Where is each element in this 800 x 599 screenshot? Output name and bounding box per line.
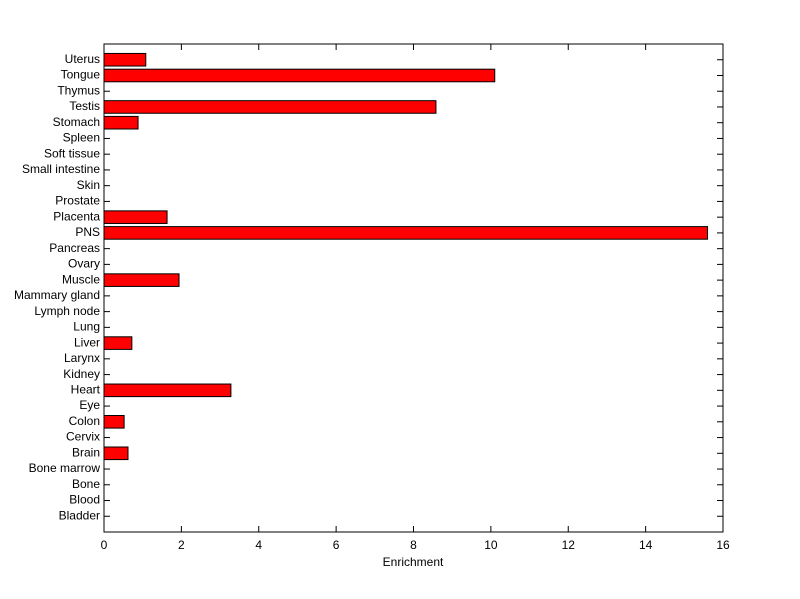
y-tick-label: Spleen [63,131,100,145]
x-tick-label: 12 [562,538,576,552]
bar [103,336,133,350]
bar [103,273,180,287]
y-tick-label: Skin [77,178,100,192]
y-tick-label: Blood [69,493,100,507]
y-tick-label: Small intestine [22,162,100,176]
y-tick-label: Brain [72,445,100,459]
bar [103,210,168,224]
y-tick-label: Testis [69,99,100,113]
y-tick-label: Cervix [66,430,100,444]
bar [103,68,496,83]
x-tick-label: 6 [333,538,340,552]
y-tick-label: Mammary gland [14,288,100,302]
y-tick-label: Uterus [65,52,100,66]
y-tick-label: Tongue [61,68,101,82]
y-tick-label: Lymph node [34,304,100,318]
y-tick-label: Stomach [53,115,100,129]
y-tick-label: Colon [69,414,100,428]
bar [103,100,437,114]
bar [103,446,129,461]
bar [103,415,125,429]
y-tick-label: Larynx [64,351,100,365]
y-tick-label: Soft tissue [44,146,100,160]
bar [103,52,147,67]
x-tick-label: 10 [484,538,498,552]
y-tick-label: Prostate [55,194,100,208]
x-tick-label: 4 [255,538,262,552]
y-tick-label: Bladder [59,508,100,522]
x-tick-label: 0 [101,538,108,552]
x-tick-label: 2 [178,538,185,552]
x-tick-label: 14 [639,538,653,552]
bar [103,383,232,398]
x-tick-label: 16 [716,538,730,552]
bar [103,115,139,130]
bar [103,226,709,240]
y-tick-label: Ovary [68,257,100,271]
y-tick-label: Eye [79,398,100,412]
y-tick-label: Heart [71,382,101,396]
y-tick-label: Lung [73,320,100,334]
y-tick-label: Kidney [63,367,100,381]
y-tick-label: Pancreas [49,241,100,255]
y-tick-label: Muscle [62,272,100,286]
x-tick-label: 8 [410,538,417,552]
y-tick-label: Bone [72,477,100,491]
plot-area [103,43,724,533]
y-tick-label: Placenta [53,209,100,223]
y-tick-label: PNS [75,225,100,239]
y-tick-label: Bone marrow [29,461,101,475]
y-tick-label: Liver [74,335,100,349]
x-axis-label: Enrichment [383,555,444,569]
y-tick-label: Thymus [57,83,100,97]
